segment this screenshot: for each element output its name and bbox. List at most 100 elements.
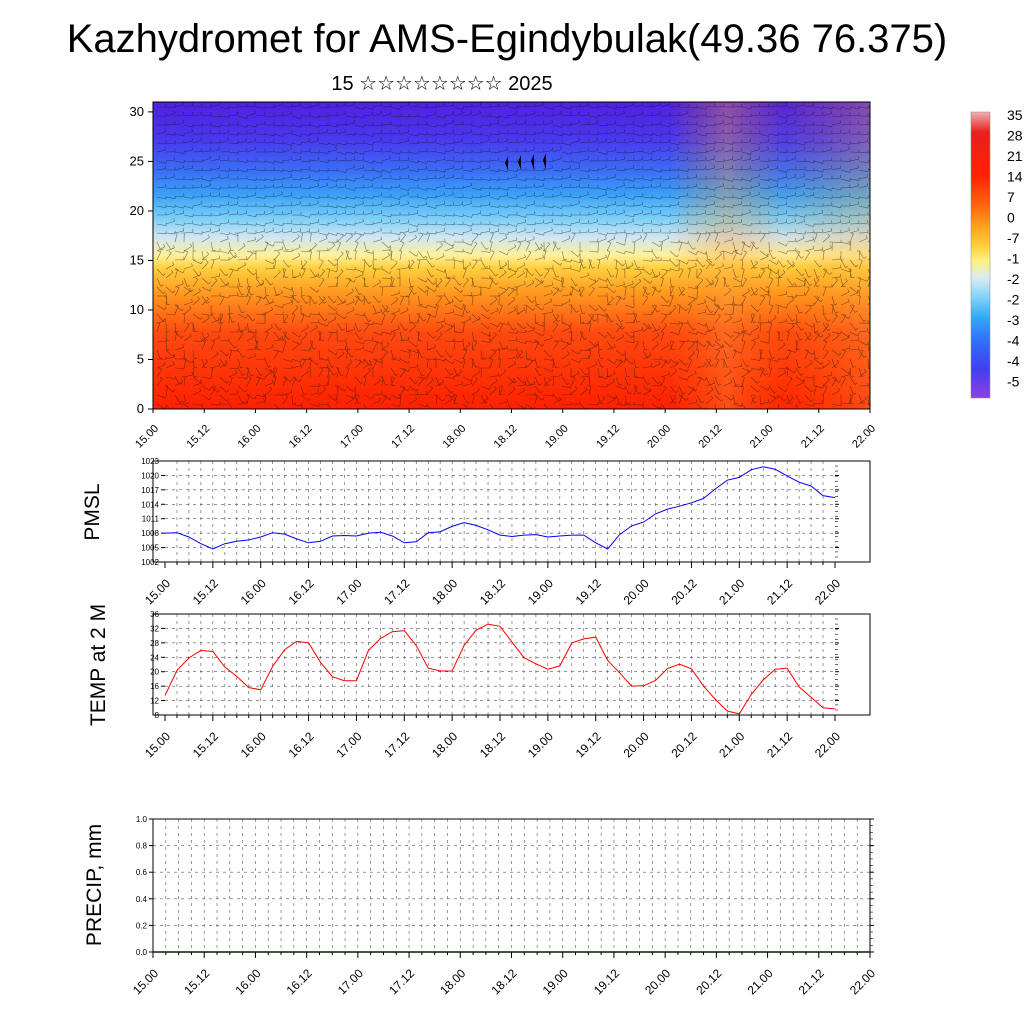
x-tick-label: 22.00 (812, 576, 843, 607)
x-tick-label: 20.00 (645, 423, 673, 451)
x-tick-label: 19.12 (591, 966, 622, 997)
y-tick-label: 0.4 (136, 895, 148, 904)
y-tick-label: 1002 (141, 558, 159, 567)
x-tick-label: 20.12 (693, 966, 724, 997)
chart-title: Kazhydromet for AMS-Egindybulak(49.36 76… (66, 17, 948, 61)
x-tick-label: 16.00 (238, 576, 269, 607)
x-tick-label: 19.00 (525, 729, 556, 760)
pmsl-x-axis: 15.00 15.12 16.00 16.12 17.00 17.12 18.00 18.12… (142, 562, 843, 607)
x-tick-label: 17.12 (381, 729, 412, 760)
x-tick-label: 20.12 (697, 423, 725, 451)
y-tick-label: 1020 (141, 471, 159, 480)
x-tick-label: 22.00 (850, 423, 878, 451)
x-tick-label: 17.12 (381, 576, 412, 607)
y-tick-label: 0.6 (136, 868, 148, 877)
cross-section-panel: 0 5 10 15 20 25 30 15.00 15.12 16.00 16.12 17.00 17… (130, 101, 878, 451)
y-tick-label: 32 (150, 624, 159, 633)
colorbar-label: -7 (1007, 230, 1020, 246)
y-tick-label: 12 (150, 697, 159, 706)
x-tick-label: 19.00 (540, 966, 571, 997)
x-tick-label: 15.12 (190, 576, 221, 607)
x-tick-label: 19.00 (543, 423, 571, 451)
y-tick-label: 0.2 (136, 921, 148, 930)
y-tick-label: 20 (130, 203, 144, 218)
x-tick-label: 21.12 (764, 729, 795, 760)
y-tick-label: 28 (150, 639, 159, 648)
colorbar-label: -2 (1007, 292, 1020, 308)
pmsl-ylabel: PMSL (81, 483, 104, 540)
colorbar-label: 7 (1007, 189, 1015, 205)
cross-section-x-axis: 15.00 15.12 16.00 16.12 17.00 17.12 18.00 18.12… (133, 409, 878, 451)
x-tick-label: 18.12 (477, 729, 508, 760)
x-tick-label: 16.12 (286, 729, 317, 760)
x-tick-label: 15.12 (181, 966, 212, 997)
x-tick-label: 17.00 (333, 729, 364, 760)
y-tick-label: 1.0 (136, 815, 148, 824)
y-tick-label: 1005 (141, 544, 159, 553)
precip-grid (153, 819, 870, 952)
y-tick-label: 16 (150, 682, 159, 691)
y-tick-label: 24 (150, 653, 159, 662)
y-tick-label: 1023 (141, 457, 159, 466)
x-tick-label: 15.12 (184, 423, 212, 451)
colorbar-label: 14 (1007, 169, 1023, 185)
y-tick-label: 1011 (142, 515, 160, 524)
x-tick-label: 18.12 (488, 966, 519, 997)
temp-ylabel: TEMP at 2 M (87, 604, 110, 726)
colorbar-label: 35 (1007, 107, 1023, 123)
wind-flag (518, 155, 521, 170)
x-tick-label: 16.00 (236, 423, 264, 451)
x-tick-label: 21.00 (745, 966, 776, 997)
temp-panel: 8 12 16 20 24 28 32 36 15.00 15.12 16.00 16.12 17.0… (87, 604, 871, 760)
x-tick-label: 17.00 (338, 423, 366, 451)
x-tick-label: 19.12 (573, 729, 604, 760)
colorbar-label: -2 (1007, 271, 1020, 287)
x-tick-label: 21.12 (799, 423, 827, 451)
x-tick-label: 22.00 (847, 966, 878, 997)
x-tick-label: 19.12 (594, 423, 622, 451)
y-tick-label: 25 (130, 153, 144, 168)
y-tick-label: 0 (137, 401, 144, 416)
y-tick-label: 36 (150, 610, 159, 619)
x-tick-label: 21.12 (764, 576, 795, 607)
x-tick-label: 18.00 (429, 729, 460, 760)
x-tick-label: 16.00 (238, 729, 269, 760)
cross-section-y-axis: 0 5 10 15 20 25 30 (130, 104, 153, 416)
x-tick-label: 17.00 (333, 576, 364, 607)
x-tick-label: 17.00 (335, 966, 366, 997)
x-tick-label: 20.00 (621, 729, 652, 760)
pmsl-y-axis: 1002 1005 1008 1011 1014 1017 1020 1023 (141, 457, 839, 567)
x-tick-label: 15.12 (190, 729, 221, 760)
x-tick-label: 16.12 (284, 966, 315, 997)
x-tick-label: 15.00 (130, 966, 161, 997)
colorbar-label: 0 (1007, 210, 1015, 226)
y-tick-label: 0.8 (136, 842, 148, 851)
x-tick-label: 18.12 (477, 576, 508, 607)
cross-section-shading (153, 102, 870, 409)
y-tick-label: 1014 (141, 500, 159, 509)
precip-panel: 0.0 0.2 0.4 0.6 0.8 1.0 15.00 15.12 16.00 16.12 1… (83, 815, 878, 997)
x-tick-label: 20.00 (621, 576, 652, 607)
x-tick-label: 16.12 (286, 576, 317, 607)
x-tick-label: 21.12 (796, 966, 827, 997)
x-tick-label: 15.00 (142, 729, 173, 760)
colorbar-label: 21 (1007, 148, 1023, 164)
precip-ylabel: PRECIP, mm (83, 824, 106, 946)
colorbar-label: 28 (1007, 128, 1023, 144)
y-tick-label: 20 (150, 668, 159, 677)
pmsl-grid (165, 461, 835, 562)
y-tick-label: 15 (130, 252, 144, 267)
x-tick-label: 18.00 (429, 576, 460, 607)
colorbar-label: -3 (1007, 312, 1020, 328)
colorbar-label: -5 (1007, 374, 1020, 390)
y-tick-label: 30 (130, 104, 144, 119)
colorbar-label: -4 (1007, 353, 1020, 369)
x-tick-label: 19.12 (573, 576, 604, 607)
temp-x-axis: 15.00 15.12 16.00 16.12 17.00 17.12 18.00 18.12… (142, 715, 843, 760)
chart-subtitle: 15 ☆☆☆☆☆☆☆☆ 2025 (331, 73, 553, 95)
y-tick-label: 1008 (141, 529, 159, 538)
x-tick-label: 17.12 (389, 423, 417, 451)
x-tick-label: 21.00 (716, 729, 747, 760)
y-tick-label: 10 (130, 302, 144, 317)
